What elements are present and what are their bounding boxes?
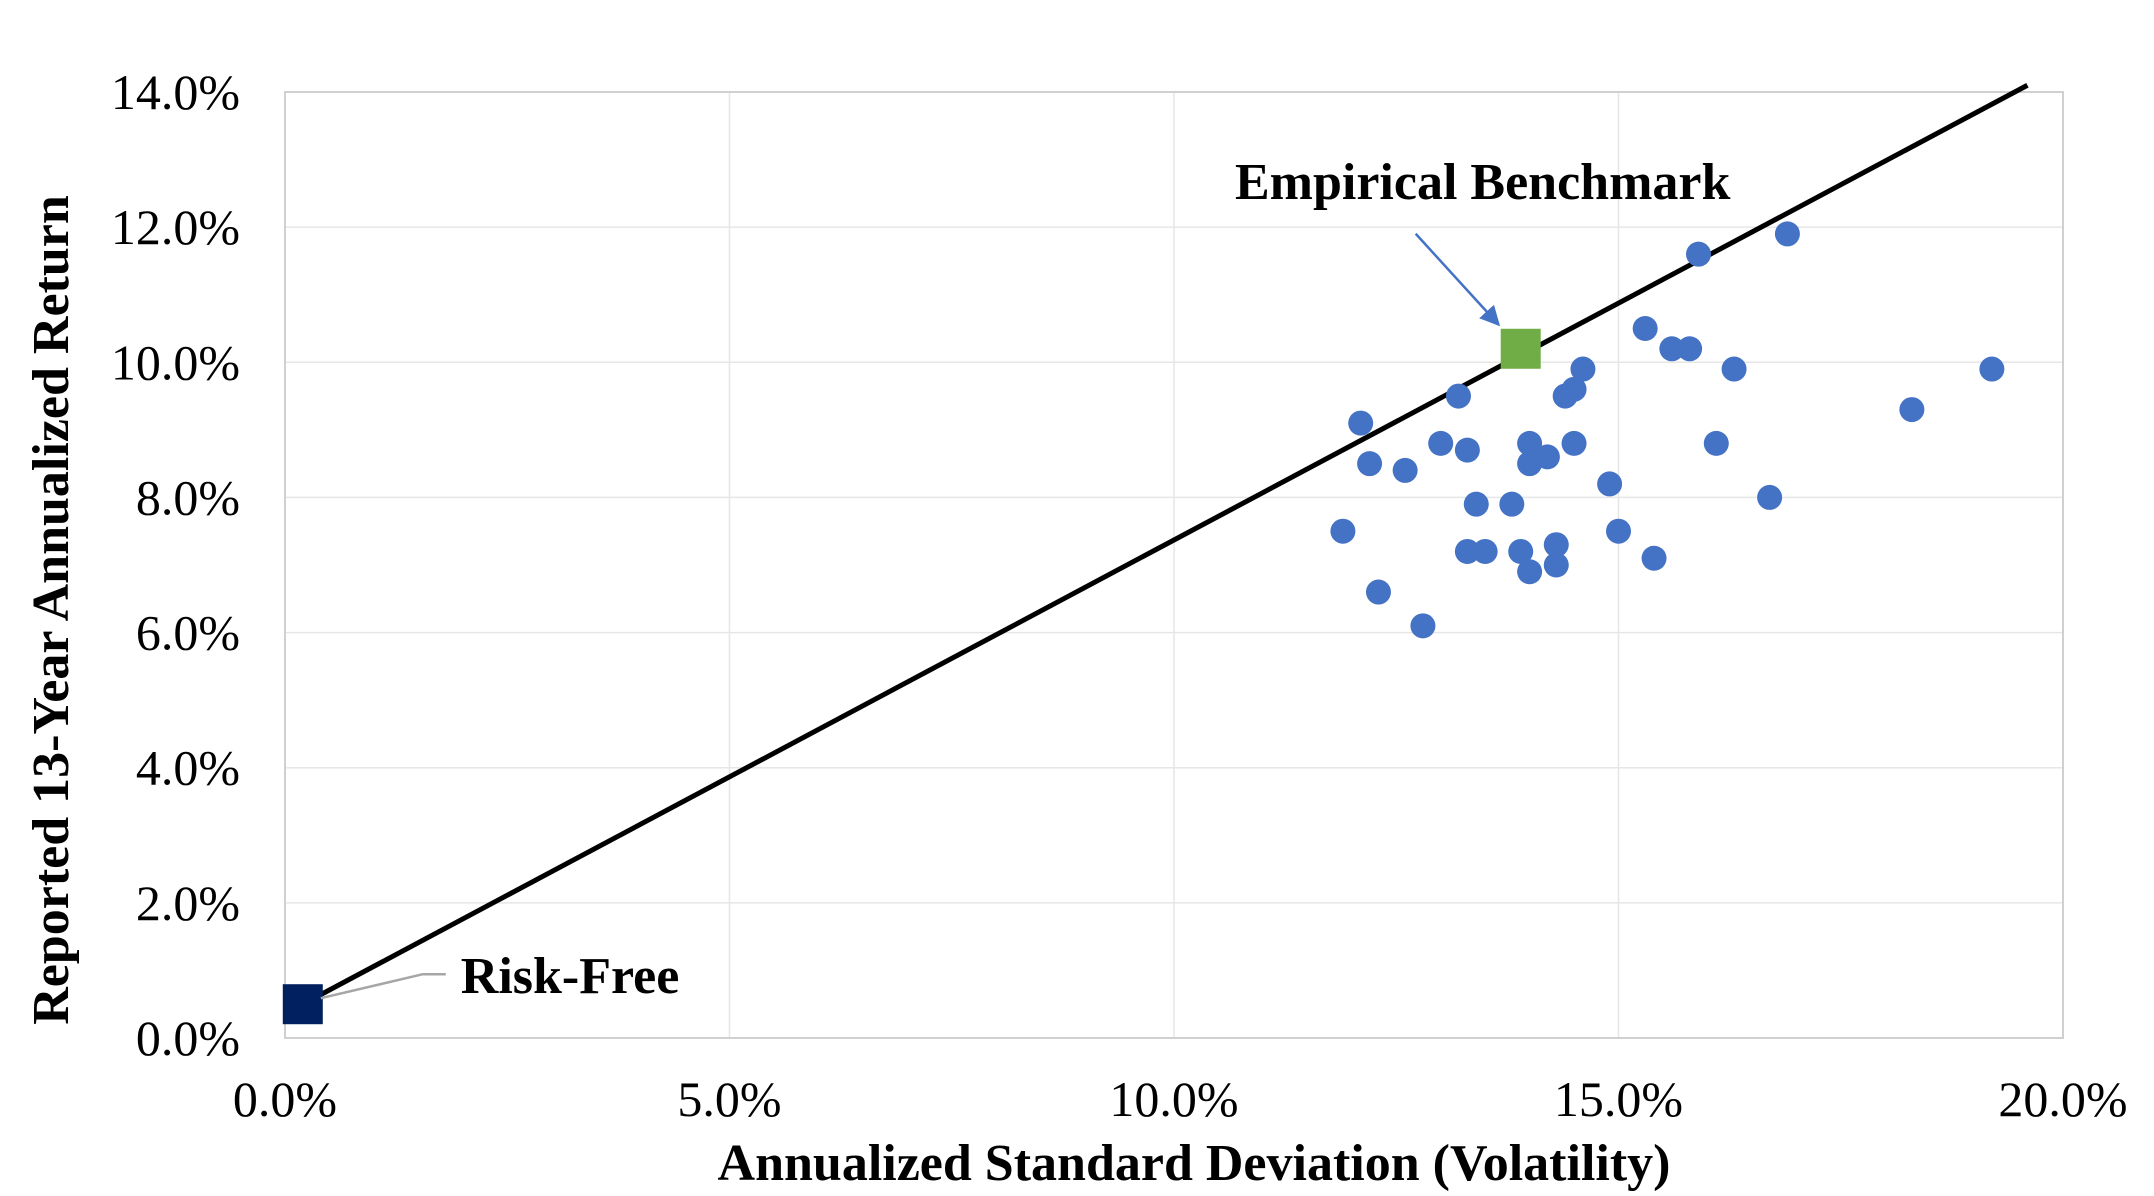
fund-point <box>1454 437 1480 463</box>
fund-point <box>1330 518 1356 544</box>
fund-point <box>1757 484 1783 510</box>
fund-point <box>1979 356 2005 382</box>
empirical-benchmark-label: Empirical Benchmark <box>1235 154 1731 211</box>
y-tick-label: 0.0% <box>136 1010 240 1066</box>
x-tick-label: 5.0% <box>677 1071 781 1127</box>
fund-point <box>1703 430 1729 456</box>
y-tick-label: 6.0% <box>136 605 240 661</box>
fund-point <box>1454 538 1480 564</box>
data-points <box>282 221 2005 1025</box>
empirical-benchmark-arrow <box>1414 232 1501 327</box>
fund-point <box>1561 376 1587 402</box>
x-tick-label: 15.0% <box>1554 1071 1683 1127</box>
y-axis-title: Reported 13-Year Annualized Return <box>23 195 80 1025</box>
fund-point <box>1686 241 1712 267</box>
fund-point <box>1774 221 1800 247</box>
fund-point <box>1677 336 1703 362</box>
fund-point <box>1606 518 1631 544</box>
empirical-benchmark-marker <box>1500 328 1541 369</box>
fund-point <box>1392 457 1418 483</box>
fund-point <box>1517 559 1543 585</box>
fund-point <box>1632 316 1658 341</box>
benchmark-line <box>301 83 2029 1007</box>
fund-point <box>1508 538 1534 564</box>
y-tick-label: 12.0% <box>111 199 240 255</box>
fund-point <box>1445 383 1471 409</box>
y-tick-label: 2.0% <box>136 875 240 931</box>
fund-point <box>1463 491 1489 517</box>
x-tick-label: 0.0% <box>233 1071 337 1127</box>
tick-labels: 0.0% 2.0% 4.0% 6.0% 8.0% 10.0% 12.0% 14.0% 0.0% 5… <box>111 64 2128 1127</box>
fund-point <box>1357 451 1383 477</box>
fund-point <box>1641 545 1667 571</box>
risk-free-label: Risk-Free <box>461 948 680 1005</box>
fund-point <box>1348 410 1374 436</box>
capital-market-line <box>301 83 2029 1007</box>
fund-point <box>1517 430 1543 456</box>
y-tick-label: 8.0% <box>136 469 240 525</box>
fund-point <box>1659 336 1685 362</box>
fund-point <box>1597 471 1623 497</box>
fund-point <box>1543 552 1569 578</box>
fund-point <box>1543 532 1569 558</box>
fund-point <box>1899 397 1925 423</box>
risk-free-leader-line <box>320 972 446 1000</box>
fund-point <box>1472 538 1498 564</box>
fund-point <box>1428 430 1454 456</box>
fund-point <box>1721 356 1747 382</box>
fund-point <box>1570 356 1596 382</box>
fund-point <box>1365 579 1391 605</box>
y-tick-label: 10.0% <box>111 334 240 390</box>
plot-area <box>284 91 2064 1039</box>
fund-point <box>1534 444 1560 470</box>
x-axis-title: Annualized Standard Deviation (Volatilit… <box>718 1135 1671 1192</box>
fund-point <box>1499 491 1525 517</box>
risk-free-marker <box>282 984 323 1025</box>
x-tick-label: 20.0% <box>1998 1071 2127 1127</box>
y-tick-label: 4.0% <box>136 740 240 796</box>
annotations: Empirical Benchmark Risk-Free <box>320 154 1731 1005</box>
fund-point <box>1410 613 1436 639</box>
y-tick-label: 14.0% <box>111 64 240 120</box>
x-tick-label: 10.0% <box>1109 1071 1238 1127</box>
fund-point <box>1561 430 1587 456</box>
